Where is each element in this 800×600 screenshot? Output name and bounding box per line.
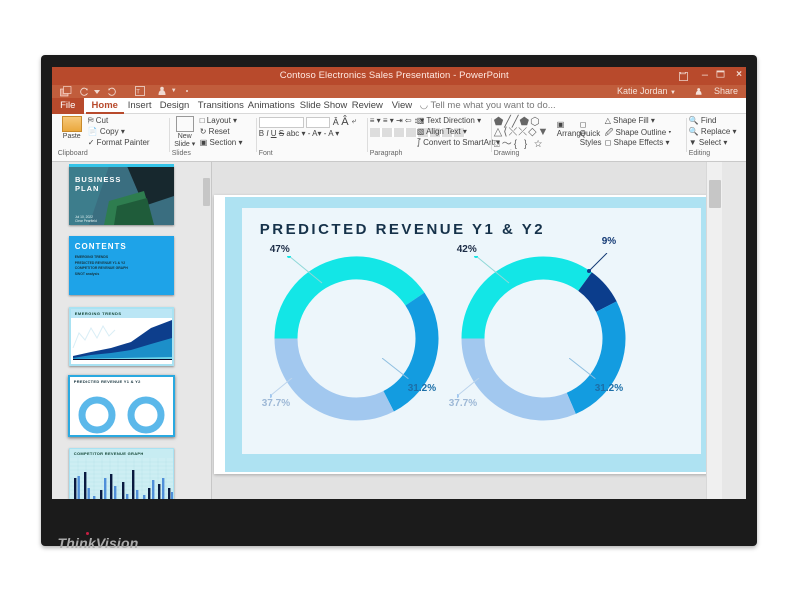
svg-text:Clear Pearfield: Clear Pearfield	[75, 219, 97, 223]
svg-text:BUSINESS: BUSINESS	[75, 175, 121, 184]
svg-text:T: T	[136, 89, 140, 95]
svg-text:PLAN: PLAN	[75, 184, 99, 193]
